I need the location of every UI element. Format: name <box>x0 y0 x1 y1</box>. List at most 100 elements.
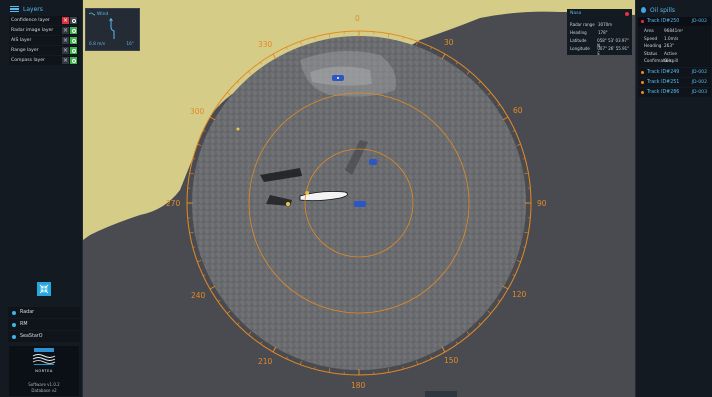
compass-tick <box>202 274 206 276</box>
info-row-latitude: Latitude 058° 53' 03.97" N <box>570 38 629 48</box>
bottom-drawer-handle[interactable] <box>425 391 457 397</box>
compass-tick <box>502 116 509 121</box>
track-properties: Area 96841m² Speed 1.0m/s Heading 263° Status A… <box>638 26 711 67</box>
track-property: Speed 1.0m/s <box>644 35 679 41</box>
bearing-60: 60 <box>513 106 523 115</box>
compass-tick <box>502 285 509 290</box>
visibility-toggle[interactable] <box>70 17 77 24</box>
track-item[interactable]: Track ID#250 JD-002 Area 96841m² Speed 1.0m/s… <box>638 17 711 67</box>
track-id: JD-003 <box>691 89 707 95</box>
layers-header: Layers <box>0 0 82 15</box>
compass-tick <box>441 346 446 353</box>
compass-tick <box>209 116 216 121</box>
status-dot-icon <box>641 70 644 74</box>
compass-tick <box>237 81 240 84</box>
remove-layer-icon[interactable]: × <box>62 47 69 54</box>
layer-label: Confidence layer <box>11 18 50 23</box>
layer-row[interactable]: AIS layer × <box>9 36 79 45</box>
oil-spill-marker <box>369 159 377 165</box>
compass-tick <box>248 71 252 75</box>
layer-row[interactable]: Confidence layer × <box>9 16 79 25</box>
visibility-toggle[interactable] <box>70 47 77 54</box>
oil-drop-icon <box>641 7 646 13</box>
close-icon[interactable] <box>625 12 629 16</box>
compass-tick <box>314 36 316 40</box>
compass-tick <box>237 322 240 325</box>
info-row-longitude: Longitude 007° 26' 55.91" E <box>570 46 630 56</box>
compass-tick <box>299 41 302 46</box>
oil-spill-marker <box>354 201 366 207</box>
mode-label: RM <box>20 322 28 327</box>
track-item[interactable]: Track ID#249 JD-002 <box>638 67 711 77</box>
wind-icon <box>89 12 95 16</box>
software-version: Software v1.0.2 <box>28 382 60 387</box>
track-item[interactable]: Track ID#251 JD-002 <box>638 77 711 87</box>
remove-layer-icon[interactable]: × <box>62 27 69 34</box>
compass-tick <box>516 260 521 263</box>
layer-label: AIS layer <box>11 38 32 43</box>
mode-label: SeaStarO <box>20 334 43 339</box>
bearing-180: 180 <box>351 381 366 390</box>
remove-layer-icon[interactable]: × <box>62 17 69 24</box>
radio-icon <box>12 322 16 327</box>
compass-tick <box>387 33 390 38</box>
track-header: Track ID#250 JD-002 <box>638 17 711 26</box>
compass-tick <box>328 33 331 38</box>
compass-tick <box>402 366 404 370</box>
track-item[interactable]: Track ID#286 JD-003 <box>638 87 711 97</box>
layer-list: Confidence layer × Radar image layer × AIS l… <box>0 16 82 65</box>
menu-icon[interactable] <box>10 5 19 13</box>
bearing-120: 120 <box>512 290 527 299</box>
range-ring-middle <box>248 92 470 314</box>
compass-tick <box>272 346 277 353</box>
compass-tick <box>217 104 221 107</box>
wind-direction: 16° <box>126 42 134 47</box>
bearing-0: 0 <box>355 14 360 23</box>
bearing-210: 210 <box>258 357 273 366</box>
track-id: JD-002 <box>691 69 707 75</box>
compass-tick <box>286 46 288 50</box>
remove-layer-icon[interactable]: × <box>62 57 69 64</box>
layer-label: Compass layer <box>11 58 45 63</box>
compass-tick <box>189 231 194 234</box>
bearing-330: 330 <box>258 40 273 49</box>
layer-row[interactable]: Compass layer × <box>9 56 79 65</box>
layer-label: Radar image layer <box>11 28 54 33</box>
status-dot-icon <box>641 80 644 84</box>
compass-tick <box>455 341 458 345</box>
mode-seastaro[interactable]: SeaStarO <box>8 331 80 342</box>
compass-tick <box>328 368 331 373</box>
visibility-toggle[interactable] <box>70 27 77 34</box>
compass-tick <box>497 104 501 107</box>
compass-tick <box>478 81 481 84</box>
layer-row[interactable]: Range layer × <box>9 46 79 55</box>
compass-tick <box>217 299 221 302</box>
radar-map[interactable]: 0 30 60 90 120 150 180 210 240 270 300 3… <box>83 0 635 397</box>
compass-tick <box>466 71 470 75</box>
compass-tick <box>524 231 529 234</box>
oil-spills-title: Oil spills <box>650 6 676 14</box>
land-top <box>83 0 635 240</box>
compass-tick <box>487 92 491 96</box>
compass-tick <box>524 172 529 175</box>
mode-radar[interactable]: Radar <box>8 307 80 318</box>
compass-tick <box>487 310 491 314</box>
compass-tick <box>248 331 252 335</box>
mode-rm[interactable]: RM <box>8 319 80 330</box>
collapse-icon <box>39 284 49 294</box>
layers-panel: Layers Confidence layer × Radar image laye… <box>0 0 83 397</box>
compass-tick <box>455 61 458 65</box>
compass-tick <box>189 172 194 175</box>
visibility-toggle[interactable] <box>70 37 77 44</box>
zoom-fit-button[interactable] <box>37 282 51 296</box>
layer-row[interactable]: Radar image layer × <box>9 26 79 35</box>
compass-tick <box>272 53 277 60</box>
compass-tick <box>402 36 404 40</box>
visibility-toggle[interactable] <box>70 57 77 64</box>
remove-layer-icon[interactable]: × <box>62 37 69 44</box>
track-header: Track ID#251 JD-002 <box>638 78 711 87</box>
info-row-range: Radar range 3070m <box>570 22 613 27</box>
info-row-heading: Heading 178° <box>570 30 608 35</box>
compass-ticks <box>187 31 531 375</box>
